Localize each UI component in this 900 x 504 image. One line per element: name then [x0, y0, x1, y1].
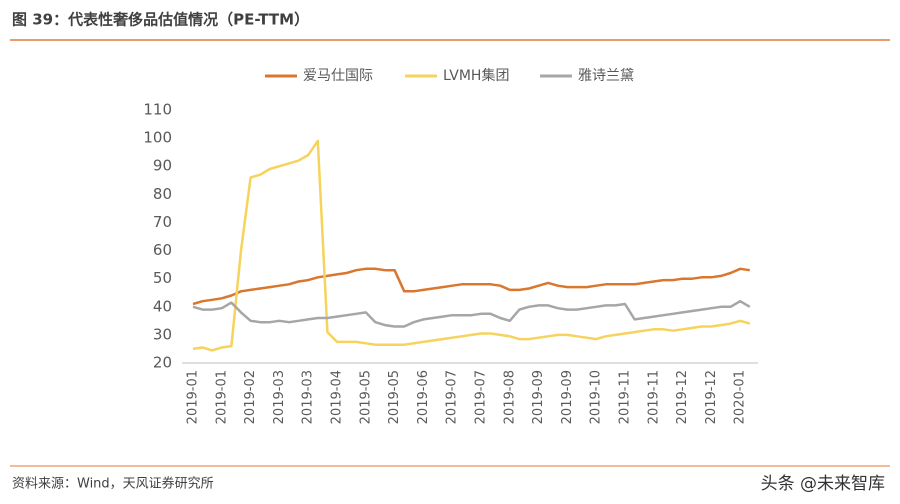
x-tick-label: 2019-09: [560, 370, 575, 424]
legend-label: LVMH集团: [443, 67, 509, 84]
x-tick-label: 2019-07: [445, 370, 460, 424]
x-tick-label: 2019-11: [646, 370, 661, 424]
x-tick-label: 2019-05: [358, 370, 373, 424]
y-tick-label: 40: [153, 297, 172, 315]
x-tick-label: 2019-06: [416, 370, 431, 424]
x-tick-label: 2019-02: [243, 370, 258, 424]
y-tick-label: 30: [153, 325, 172, 343]
y-tick-label: 80: [153, 185, 172, 203]
series-line: [192, 299, 751, 328]
x-tick-label: 2020-01: [733, 370, 748, 424]
x-tick-label: 2019-11: [618, 370, 633, 424]
legend-label: 爱马仕国际: [303, 68, 373, 84]
x-tick-label: 2019-08: [502, 370, 517, 424]
y-tick-label: 20: [153, 354, 172, 372]
x-tick-label: 2019-03: [301, 370, 316, 424]
x-tick-label: 2019-07: [474, 370, 489, 424]
x-tick-label: 2019-12: [675, 370, 690, 424]
legend-label: 雅诗兰黛: [578, 68, 634, 84]
x-tick-label: 2019-12: [704, 370, 719, 424]
x-tick-label: 2019-03: [272, 370, 287, 424]
x-tick-label: 2019-04: [330, 370, 345, 424]
y-tick-label: 70: [153, 213, 172, 231]
y-tick-label: 110: [143, 101, 172, 119]
y-tick-label: 60: [153, 241, 172, 259]
series-line: [192, 267, 750, 306]
y-tick-label: 50: [153, 269, 172, 287]
x-tick-label: 2019-01: [186, 370, 201, 424]
y-tick-label: 90: [153, 157, 172, 175]
x-tick-label: 2019-05: [387, 370, 402, 424]
x-tick-label: 2019-10: [589, 370, 604, 424]
y-tick-label: 100: [143, 129, 172, 147]
series-line: [192, 139, 751, 352]
source: 资料来源：Wind，天风证券研究所: [12, 476, 214, 492]
watermark: 头条 @未来智库: [761, 474, 885, 494]
chart-title: 图 39：代表性奢侈品估值情况（PE-TTM）: [12, 11, 309, 29]
x-tick-label: 2019-01: [214, 370, 229, 424]
x-tick-label: 2019-09: [531, 370, 546, 424]
